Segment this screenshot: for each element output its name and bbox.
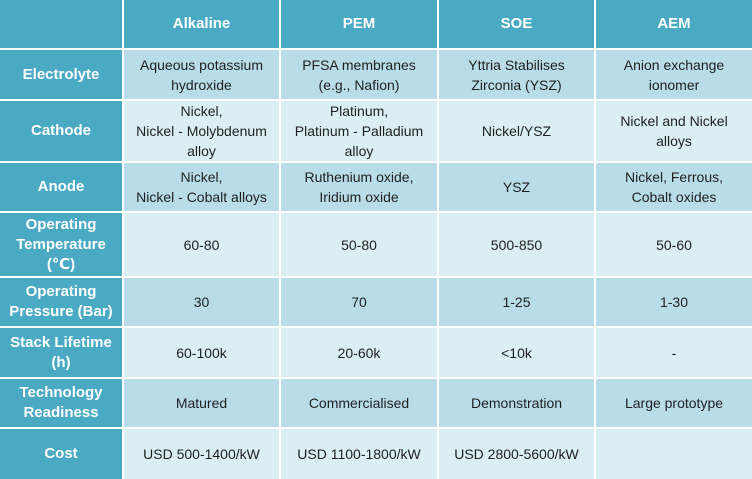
- table-cell: 50-60: [594, 211, 752, 278]
- column-header-alkaline: Alkaline: [122, 0, 281, 50]
- table-cell: Commercialised: [279, 377, 439, 429]
- table-cell: 30: [122, 276, 281, 328]
- table-cell: <10k: [437, 326, 596, 379]
- table-cell: Aqueous potassium hydroxide: [122, 48, 281, 101]
- table-cell: YSZ: [437, 161, 596, 213]
- table-cell: USD 1100-1800/kW: [279, 427, 439, 479]
- table-row-operating-temperature: Operating Temperature (℃) 60-80 50-80 50…: [0, 211, 752, 278]
- table-row-cost: Cost USD 500-1400/kW USD 1100-1800/kW US…: [0, 427, 752, 479]
- column-header-aem: AEM: [594, 0, 752, 50]
- table-cell: Anion exchange ionomer: [594, 48, 752, 101]
- table-cell: PFSA membranes (e.g., Nafion): [279, 48, 439, 101]
- table-row-technology-readiness: Technology Readiness Matured Commerciali…: [0, 377, 752, 429]
- table-cell: 1-30: [594, 276, 752, 328]
- table-cell: USD 500-1400/kW: [122, 427, 281, 479]
- row-label: Operating Pressure (Bar): [0, 276, 124, 328]
- table-cell: Ruthenium oxide, Iridium oxide: [279, 161, 439, 213]
- table-cell: USD 2800-5600/kW: [437, 427, 596, 479]
- row-label: Cathode: [0, 99, 124, 163]
- table-cell: 500-850: [437, 211, 596, 278]
- table-cell: Matured: [122, 377, 281, 429]
- table-cell: Nickel/YSZ: [437, 99, 596, 163]
- row-label: Technology Readiness: [0, 377, 124, 429]
- table-cell: 70: [279, 276, 439, 328]
- column-header-soe: SOE: [437, 0, 596, 50]
- table-cell: [594, 427, 752, 479]
- table-cell: 50-80: [279, 211, 439, 278]
- table-cell: Platinum, Platinum - Palladium alloy: [279, 99, 439, 163]
- table-cell: Nickel, Ferrous, Cobalt oxides: [594, 161, 752, 213]
- row-label: Anode: [0, 161, 124, 213]
- row-label: Operating Temperature (℃): [0, 211, 124, 278]
- table-cell: Demonstration: [437, 377, 596, 429]
- table-cell: Nickel and Nickel alloys: [594, 99, 752, 163]
- row-label: Cost: [0, 427, 124, 479]
- table-cell: Nickel, Nickel - Molybdenum alloy: [122, 99, 281, 163]
- table-cell: Yttria Stabilises Zirconia (YSZ): [437, 48, 596, 101]
- table-cell: 60-100k: [122, 326, 281, 379]
- table-cell: -: [594, 326, 752, 379]
- table-row-operating-pressure: Operating Pressure (Bar) 30 70 1-25 1-30: [0, 276, 752, 328]
- table-cell: Nickel, Nickel - Cobalt alloys: [122, 161, 281, 213]
- header-row: Alkaline PEM SOE AEM: [0, 0, 752, 50]
- corner-cell: [0, 0, 124, 50]
- table-row-stack-lifetime: Stack Lifetime (h) 60-100k 20-60k <10k -: [0, 326, 752, 379]
- column-header-pem: PEM: [279, 0, 439, 50]
- row-label: Stack Lifetime (h): [0, 326, 124, 379]
- table-cell: 60-80: [122, 211, 281, 278]
- table-row-cathode: Cathode Nickel, Nickel - Molybdenum allo…: [0, 99, 752, 163]
- table-row-electrolyte: Electrolyte Aqueous potassium hydroxide …: [0, 48, 752, 101]
- row-label: Electrolyte: [0, 48, 124, 101]
- table-cell: 20-60k: [279, 326, 439, 379]
- table-row-anode: Anode Nickel, Nickel - Cobalt alloys Rut…: [0, 161, 752, 213]
- table-cell: 1-25: [437, 276, 596, 328]
- table-cell: Large prototype: [594, 377, 752, 429]
